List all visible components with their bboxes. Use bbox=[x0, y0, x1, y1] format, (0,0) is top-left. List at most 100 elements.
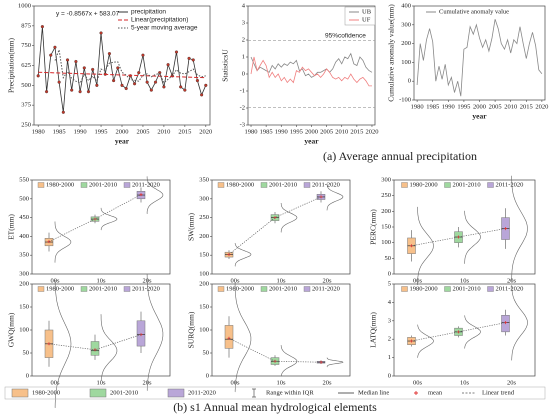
legend-swatch bbox=[252, 388, 256, 398]
data-point bbox=[99, 31, 103, 35]
y-axis-label: LATQ(mm) bbox=[369, 312, 378, 348]
data-point bbox=[36, 74, 40, 78]
x-tick-label: 1985 bbox=[260, 128, 273, 135]
data-point bbox=[65, 58, 70, 62]
x-tick-label: 2005 bbox=[320, 128, 333, 135]
trend-line bbox=[411, 322, 506, 342]
x-tick-label: 10s bbox=[460, 379, 470, 386]
y-tick-label: 300 bbox=[401, 21, 411, 28]
x-axis-label: year bbox=[115, 137, 130, 146]
x-tick-label: 1980 bbox=[245, 128, 258, 135]
y-tick-label: 500 bbox=[19, 195, 29, 202]
x-tick-label: 2000 bbox=[473, 103, 486, 110]
y-tick-label: 4 bbox=[388, 299, 392, 306]
x-tick-label: 1995 bbox=[290, 128, 303, 135]
data-point bbox=[141, 53, 145, 57]
y-tick-label: 450 bbox=[19, 214, 29, 221]
y-tick-label: 375 bbox=[21, 102, 31, 109]
y-tick-label: 0 bbox=[206, 372, 209, 379]
y-axis-label: Precipitation(mm) bbox=[7, 38, 16, 93]
data-point bbox=[95, 83, 99, 87]
trend-line bbox=[411, 228, 506, 247]
y-tick-label: 100 bbox=[19, 326, 29, 333]
y-tick-label: 200 bbox=[199, 280, 209, 287]
caption-b: (b) s1 Annual mean hydrological elements bbox=[173, 400, 377, 414]
legend-label: 1980-2000 bbox=[410, 285, 438, 292]
legend-label: 2001-2010 bbox=[453, 181, 481, 188]
legend-swatch bbox=[80, 182, 88, 188]
legend-label: 1980-2000 bbox=[226, 285, 254, 292]
data-point bbox=[61, 110, 65, 114]
legend-label: Median line bbox=[358, 389, 389, 396]
x-tick-label: 1995 bbox=[457, 103, 470, 110]
x-tick-label: 2015 bbox=[178, 128, 191, 135]
series-line bbox=[416, 19, 543, 97]
legend-label: Linear trend bbox=[482, 389, 515, 396]
y-tick-label: 250 bbox=[199, 214, 209, 221]
violin bbox=[234, 243, 252, 267]
y-tick-label: 0 bbox=[408, 78, 411, 85]
data-point bbox=[116, 66, 120, 70]
violin bbox=[54, 279, 72, 409]
legend-swatch bbox=[414, 391, 418, 395]
data-point bbox=[86, 90, 91, 94]
legend-label: 2001-2010 bbox=[269, 181, 297, 188]
violin bbox=[100, 207, 118, 231]
data-point bbox=[153, 80, 158, 84]
legend-swatch bbox=[167, 388, 185, 398]
legend-label: Range within IQR bbox=[266, 389, 314, 396]
x-tick-label: 2005 bbox=[489, 103, 502, 110]
x-tick-label: 1980 bbox=[32, 128, 45, 135]
violin bbox=[146, 176, 164, 215]
legend-label: 2001-2010 bbox=[453, 285, 481, 292]
violin bbox=[326, 183, 344, 211]
data-point bbox=[40, 25, 44, 29]
x-tick-label: 10s bbox=[96, 379, 106, 386]
series-line bbox=[37, 26, 207, 113]
legend-swatch bbox=[80, 286, 88, 292]
legend-label: UB bbox=[362, 8, 372, 15]
legend-label: 2011-2020 bbox=[496, 285, 524, 292]
y-tick-label: 625 bbox=[21, 62, 31, 69]
y-tick-label: 50 bbox=[23, 349, 30, 356]
y-tick-label: 150 bbox=[381, 223, 391, 230]
x-tick-label: 2020 bbox=[535, 103, 548, 110]
legend-swatch bbox=[303, 286, 311, 292]
legend-swatch bbox=[401, 182, 408, 188]
trend-line bbox=[228, 196, 322, 255]
data-point bbox=[82, 66, 86, 70]
y-tick-label: 3 bbox=[242, 19, 245, 26]
annotation: y = -0.8567x + 583.07 bbox=[56, 11, 120, 18]
violin bbox=[464, 210, 481, 264]
legend-swatch bbox=[217, 182, 225, 188]
data-point bbox=[195, 79, 199, 83]
x-tick-label: 10s bbox=[460, 277, 470, 284]
y-tick-label: 100 bbox=[199, 326, 209, 333]
violin bbox=[511, 285, 528, 361]
violin bbox=[417, 206, 434, 286]
caption-a: (a) Average annual precipitation bbox=[323, 149, 477, 163]
x-tick-label: 20s bbox=[322, 277, 332, 284]
y-tick-label: -100 bbox=[399, 96, 411, 103]
y-axis-label: StatisticsU bbox=[221, 49, 230, 82]
y-tick-label: 5 bbox=[388, 280, 391, 287]
x-tick-label: 1990 bbox=[275, 128, 288, 135]
legend-label: 1980-2000 bbox=[226, 181, 254, 188]
y-tick-label: 1 bbox=[388, 354, 391, 361]
data-point bbox=[149, 88, 153, 92]
x-tick-label: 00s bbox=[413, 379, 423, 386]
violin bbox=[511, 175, 528, 282]
x-tick-label: 1990 bbox=[74, 128, 87, 135]
data-point bbox=[49, 53, 53, 57]
annotation: 95%cofidence bbox=[325, 33, 366, 40]
x-tick-label: 1995 bbox=[95, 128, 108, 135]
x-tick-label: 2005 bbox=[136, 128, 149, 135]
data-point bbox=[133, 82, 137, 86]
x-tick-label: 2020 bbox=[365, 128, 378, 135]
legend-label: Linear(precipitation) bbox=[131, 17, 188, 24]
x-tick-label: 00s bbox=[230, 277, 240, 284]
data-point bbox=[124, 86, 128, 91]
series-line bbox=[250, 52, 373, 78]
x-tick-label: 00s bbox=[50, 379, 60, 386]
